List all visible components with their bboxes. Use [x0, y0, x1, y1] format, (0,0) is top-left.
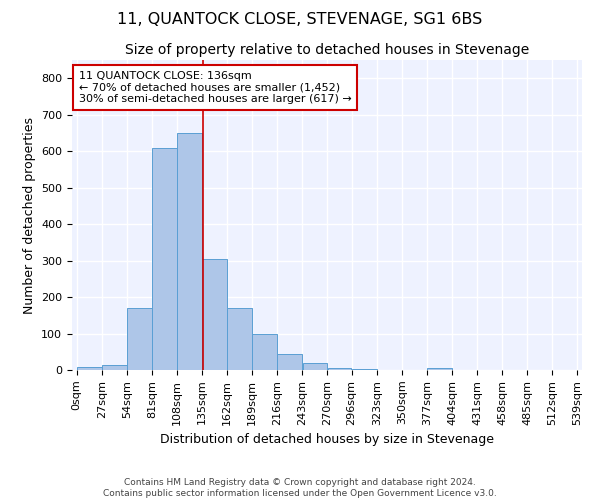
Bar [227, 308, 252, 370]
Bar [127, 308, 152, 370]
Title: Size of property relative to detached houses in Stevenage: Size of property relative to detached ho… [125, 44, 529, 58]
Bar [302, 364, 328, 370]
Bar [427, 368, 452, 370]
Y-axis label: Number of detached properties: Number of detached properties [23, 116, 35, 314]
Bar [177, 133, 202, 370]
Bar [202, 259, 227, 370]
Text: 11 QUANTOCK CLOSE: 136sqm
← 70% of detached houses are smaller (1,452)
30% of se: 11 QUANTOCK CLOSE: 136sqm ← 70% of detac… [79, 71, 351, 104]
Text: 11, QUANTOCK CLOSE, STEVENAGE, SG1 6BS: 11, QUANTOCK CLOSE, STEVENAGE, SG1 6BS [118, 12, 482, 28]
Bar [102, 364, 127, 370]
Bar [152, 148, 177, 370]
Bar [253, 334, 277, 370]
Text: Contains HM Land Registry data © Crown copyright and database right 2024.
Contai: Contains HM Land Registry data © Crown c… [103, 478, 497, 498]
Bar [277, 354, 302, 370]
Bar [328, 368, 352, 370]
Bar [77, 367, 101, 370]
X-axis label: Distribution of detached houses by size in Stevenage: Distribution of detached houses by size … [160, 433, 494, 446]
